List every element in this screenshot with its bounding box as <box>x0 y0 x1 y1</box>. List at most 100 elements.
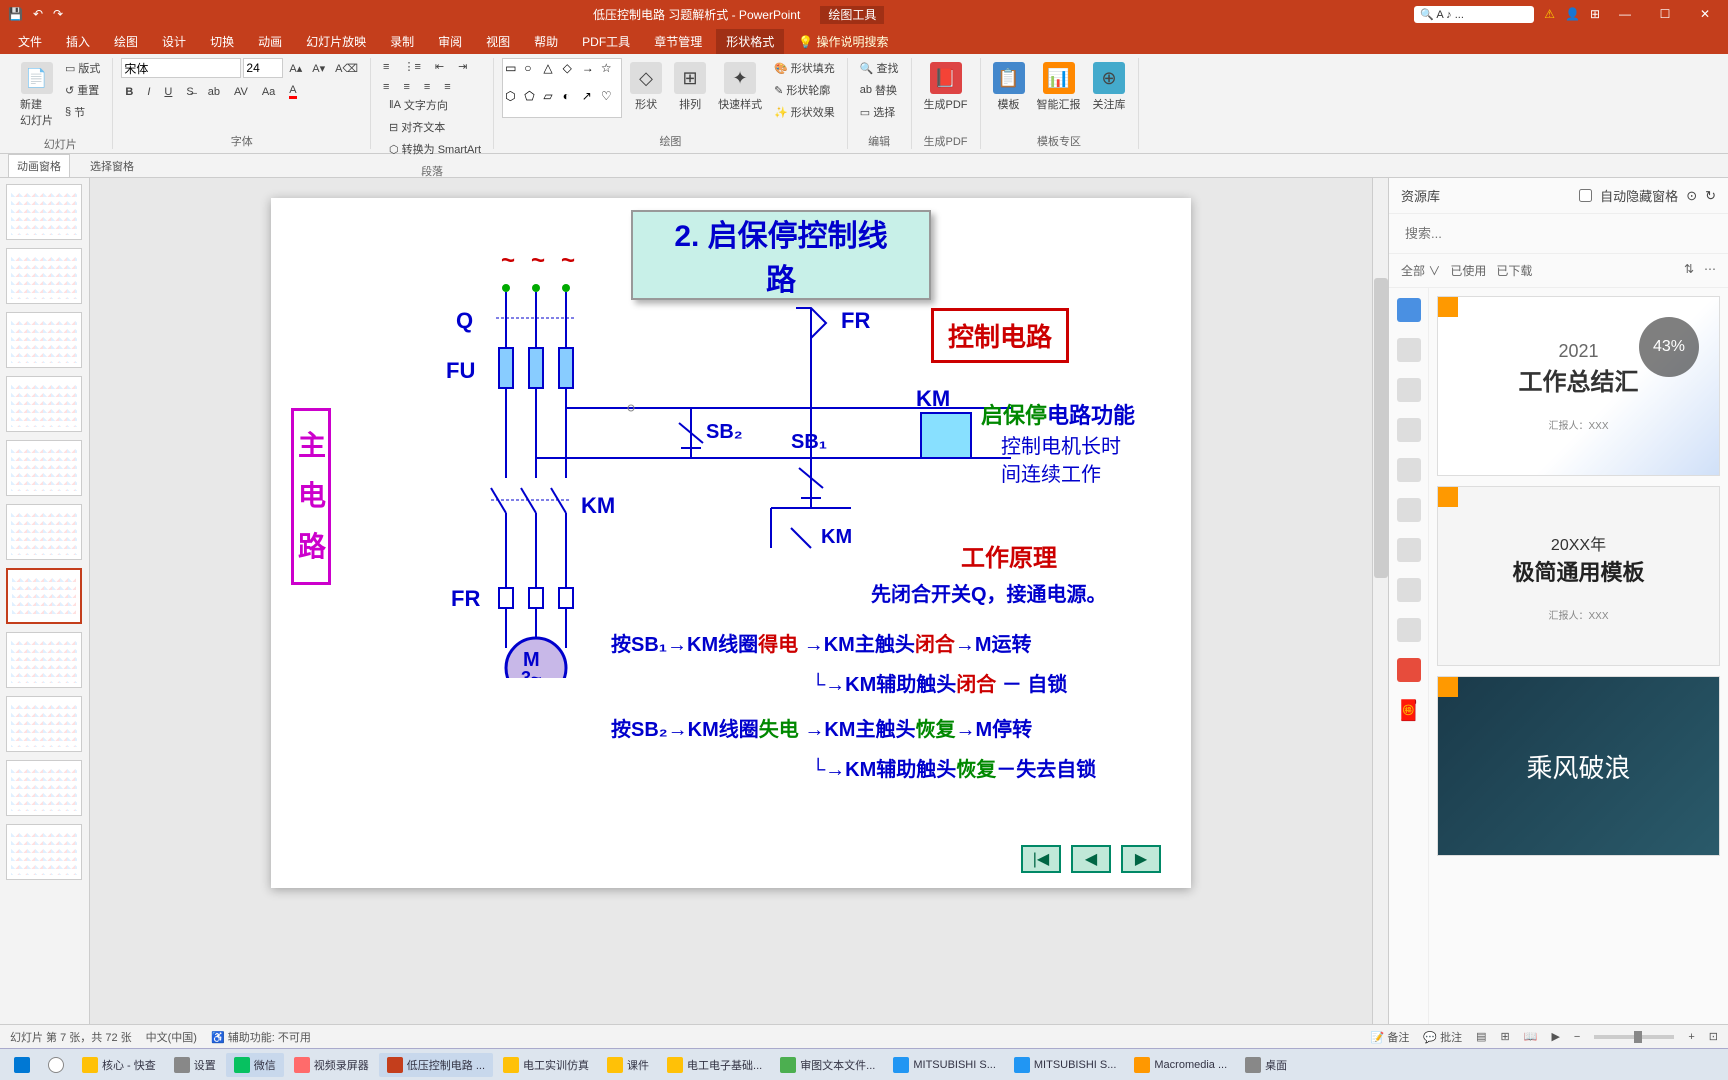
tell-me-search[interactable]: 💡 操作说明搜索 <box>798 33 888 50</box>
task-item-4[interactable]: 视频录屏器 <box>286 1053 377 1077</box>
shapes-button[interactable]: ◇形状 <box>626 58 666 116</box>
nav-prev-button[interactable]: ◀ <box>1071 845 1111 873</box>
slide-canvas[interactable]: 2. 启保停控制线 路 控制电路 主 电 路 ~ ~ ~ Q <box>271 198 1191 888</box>
task-item-8[interactable]: 电工电子基础... <box>659 1053 770 1077</box>
rp-icon-3[interactable] <box>1397 378 1421 402</box>
tab-view[interactable]: 视图 <box>476 29 520 54</box>
template-card-2[interactable]: 20XX年 极简通用模板 汇报人：XXX <box>1437 486 1720 666</box>
tab-insert[interactable]: 插入 <box>56 29 100 54</box>
rp-icon-7[interactable] <box>1397 538 1421 562</box>
rp-icon-10[interactable] <box>1397 658 1421 682</box>
slide-thumb-11[interactable] <box>6 824 82 880</box>
smart-rec-button[interactable]: 📊智能汇报 <box>1033 58 1085 116</box>
filter-more-icon[interactable]: ⋯ <box>1704 262 1716 279</box>
tab-file[interactable]: 文件 <box>8 29 52 54</box>
replace-button[interactable]: ab 替换 <box>856 80 903 100</box>
rp-icon-2[interactable] <box>1397 338 1421 362</box>
tab-format[interactable]: 形状格式 <box>716 29 784 54</box>
text-dir-button[interactable]: ‖A 文字方向 <box>385 95 485 115</box>
panel-refresh-icon[interactable]: ↻ <box>1705 188 1716 204</box>
zoom-out-icon[interactable]: − <box>1574 1031 1580 1043</box>
bold-icon[interactable]: B <box>121 82 137 101</box>
slide-thumb-8[interactable] <box>6 632 82 688</box>
task-item-6[interactable]: 电工实训仿真 <box>495 1053 597 1077</box>
rp-icon-6[interactable] <box>1397 498 1421 522</box>
task-search[interactable] <box>40 1053 72 1077</box>
tab-pdf[interactable]: PDF工具 <box>572 29 640 54</box>
title-search[interactable]: 🔍 A ♪ ... <box>1414 6 1534 23</box>
view-sorter-icon[interactable]: ⊞ <box>1501 1030 1510 1043</box>
redo-icon[interactable]: ↷ <box>53 7 63 21</box>
editor-scrollbar[interactable] <box>1372 178 1388 1024</box>
strike-icon[interactable]: S̶ <box>182 82 197 101</box>
layout-button[interactable]: ▭ 版式 <box>61 58 104 78</box>
quick-style-button[interactable]: ✦快速样式 <box>714 58 766 116</box>
sub-tab-select[interactable]: 选择窗格 <box>82 155 142 177</box>
clear-format-icon[interactable]: A⌫ <box>331 58 362 78</box>
tab-draw[interactable]: 绘图 <box>104 29 148 54</box>
save-icon[interactable]: 💾 <box>8 7 23 21</box>
slide-thumb-4[interactable] <box>6 376 82 432</box>
start-button[interactable] <box>6 1053 38 1077</box>
view-reading-icon[interactable]: 📖 <box>1524 1030 1538 1043</box>
maximize-button[interactable]: ☐ <box>1650 7 1680 21</box>
task-item-7[interactable]: 课件 <box>599 1053 657 1077</box>
temp-zone-button[interactable]: ⊕关注库 <box>1089 58 1130 116</box>
align-text-button[interactable]: ⊟ 对齐文本 <box>385 117 485 137</box>
tab-record[interactable]: 录制 <box>380 29 424 54</box>
accessibility-status[interactable]: ♿ 辅助功能: 不可用 <box>211 1029 311 1045</box>
task-item-11[interactable]: MITSUBISHI S... <box>1006 1053 1125 1077</box>
arrange-button[interactable]: ⊞排列 <box>670 58 710 116</box>
filter-all[interactable]: 全部 ∨ <box>1401 262 1440 279</box>
rp-icon-1[interactable] <box>1397 298 1421 322</box>
tab-slideshow[interactable]: 幻灯片放映 <box>296 29 376 54</box>
ribbon-opts-icon[interactable]: ⊞ <box>1590 7 1600 21</box>
italic-icon[interactable]: I <box>143 82 154 101</box>
sub-tab-anim[interactable]: 动画窗格 <box>8 154 70 177</box>
bullets-icon[interactable]: ≡ <box>379 58 393 75</box>
task-item-13[interactable]: 桌面 <box>1237 1053 1295 1077</box>
user-avatar-icon[interactable]: 👤 <box>1565 7 1580 21</box>
tab-section[interactable]: 章节管理 <box>644 29 712 54</box>
task-item-2[interactable]: 设置 <box>166 1053 224 1077</box>
shadow-icon[interactable]: ab <box>204 82 224 101</box>
slide-thumb-7[interactable] <box>6 568 82 624</box>
slide-editor[interactable]: 2. 启保停控制线 路 控制电路 主 电 路 ~ ~ ~ Q <box>90 178 1372 1024</box>
task-item-12[interactable]: Macromedia ... <box>1126 1053 1235 1077</box>
zoom-in-icon[interactable]: + <box>1688 1031 1694 1043</box>
slide-thumb-3[interactable] <box>6 312 82 368</box>
gift-icon[interactable]: 🧧 <box>1396 698 1421 723</box>
tab-review[interactable]: 审阅 <box>428 29 472 54</box>
find-button[interactable]: 🔍 查找 <box>856 58 903 78</box>
comments-button[interactable]: 💬 批注 <box>1423 1029 1462 1045</box>
nav-next-button[interactable]: ▶ <box>1121 845 1161 873</box>
undo-icon[interactable]: ↶ <box>33 7 43 21</box>
tab-design[interactable]: 设计 <box>152 29 196 54</box>
gen-pdf-button[interactable]: 📕生成PDF <box>920 58 972 116</box>
task-item-5[interactable]: 低压控制电路 ... <box>379 1053 493 1077</box>
task-item-10[interactable]: MITSUBISHI S... <box>885 1053 1004 1077</box>
new-slide-button[interactable]: 📄新建 幻灯片 <box>16 58 57 132</box>
shapes-gallery[interactable]: ▭○△◇→☆ ⬡⬠▱◐↗♡ <box>502 58 622 118</box>
template-button[interactable]: 📋模板 <box>989 58 1029 116</box>
task-item-9[interactable]: 审图文本文件... <box>772 1053 883 1077</box>
slide-thumb-9[interactable] <box>6 696 82 752</box>
section-button[interactable]: § 节 <box>61 102 104 122</box>
slide-panel[interactable] <box>0 178 90 1024</box>
resource-search-input[interactable] <box>1401 222 1716 245</box>
slide-thumb-1[interactable] <box>6 184 82 240</box>
shrink-font-icon[interactable]: A▾ <box>308 58 329 78</box>
smartart-button[interactable]: ⬡ 转换为 SmartArt <box>385 139 485 159</box>
tab-help[interactable]: 帮助 <box>524 29 568 54</box>
task-item-3[interactable]: 微信 <box>226 1053 284 1077</box>
shape-fill-button[interactable]: 🎨 形状填充 <box>770 58 839 78</box>
template-card-1[interactable]: 43% 2021 工作总结汇 汇报人：XXX <box>1437 296 1720 476</box>
align-center-icon[interactable]: ≡ <box>399 79 413 95</box>
close-button[interactable]: ✕ <box>1690 7 1720 21</box>
shape-effect-button[interactable]: ✨ 形状效果 <box>770 102 839 122</box>
slide-thumb-10[interactable] <box>6 760 82 816</box>
slide-thumb-2[interactable] <box>6 248 82 304</box>
template-card-3[interactable]: 乘风破浪 <box>1437 676 1720 856</box>
align-left-icon[interactable]: ≡ <box>379 79 393 95</box>
task-item-1[interactable]: 核心 - 快查 <box>74 1053 164 1077</box>
